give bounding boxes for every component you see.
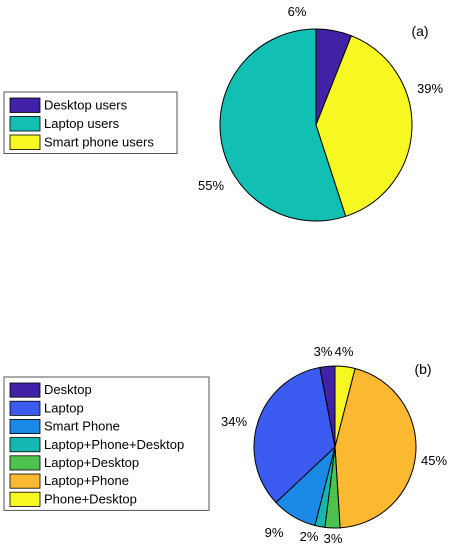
legend-label: Smart phone users	[44, 135, 154, 150]
legend-swatch	[9, 455, 41, 471]
legend-swatch	[9, 134, 41, 150]
slice-percent-label: 45%	[421, 453, 447, 468]
legend-label: Laptop+Desktop	[44, 455, 139, 470]
legend-swatch	[9, 97, 41, 113]
slice-percent-label: 34%	[221, 414, 247, 429]
pie-chart-a: 6% 39% 55% (a) Desktop users Laptop users Smar…	[3, 4, 443, 222]
legend-label: Laptop users	[44, 116, 120, 131]
legend-label: Laptop+Phone	[44, 473, 129, 488]
legend-swatch	[9, 437, 41, 453]
slice-percent-label: 55%	[198, 178, 224, 193]
slice-percent-label: 3%	[314, 344, 333, 359]
slice-percent-label: 9%	[265, 525, 284, 540]
pie-slice-laptop-users	[219, 28, 347, 222]
panel-label: (a)	[411, 23, 428, 39]
legend-label: Laptop	[44, 400, 84, 415]
pie-slice-laptop	[253, 366, 336, 504]
legend-label: Desktop	[44, 382, 92, 397]
slice-percent-label: 39%	[417, 81, 443, 96]
legend-label: Laptop+Phone+Desktop	[44, 437, 184, 452]
pie-slice-laptop-phone	[334, 367, 417, 529]
pie-slice-smart-phone-users	[315, 35, 413, 217]
legend-swatch	[9, 382, 41, 398]
legend-swatch	[9, 116, 41, 132]
legend-swatch	[9, 491, 41, 507]
slice-percent-label: 2%	[300, 529, 319, 544]
legend-swatch	[9, 473, 41, 489]
legend-label: Smart Phone	[44, 419, 120, 434]
pie-slice-desktop	[319, 365, 336, 448]
slice-percent-label: 6%	[288, 4, 307, 19]
panel-label: (b)	[414, 361, 431, 377]
slice-percent-label: 4%	[335, 344, 354, 359]
legend-swatch	[9, 400, 41, 416]
pie-chart-b: 4% 45% 3% 2% 9% 34% 3% (b) Desktop Laptop Smart Ph…	[3, 344, 447, 546]
legend-swatch	[9, 418, 41, 434]
legend-label: Desktop users	[44, 98, 128, 113]
slice-percent-label: 3%	[324, 531, 343, 546]
legend-label: Phone+Desktop	[44, 491, 137, 506]
